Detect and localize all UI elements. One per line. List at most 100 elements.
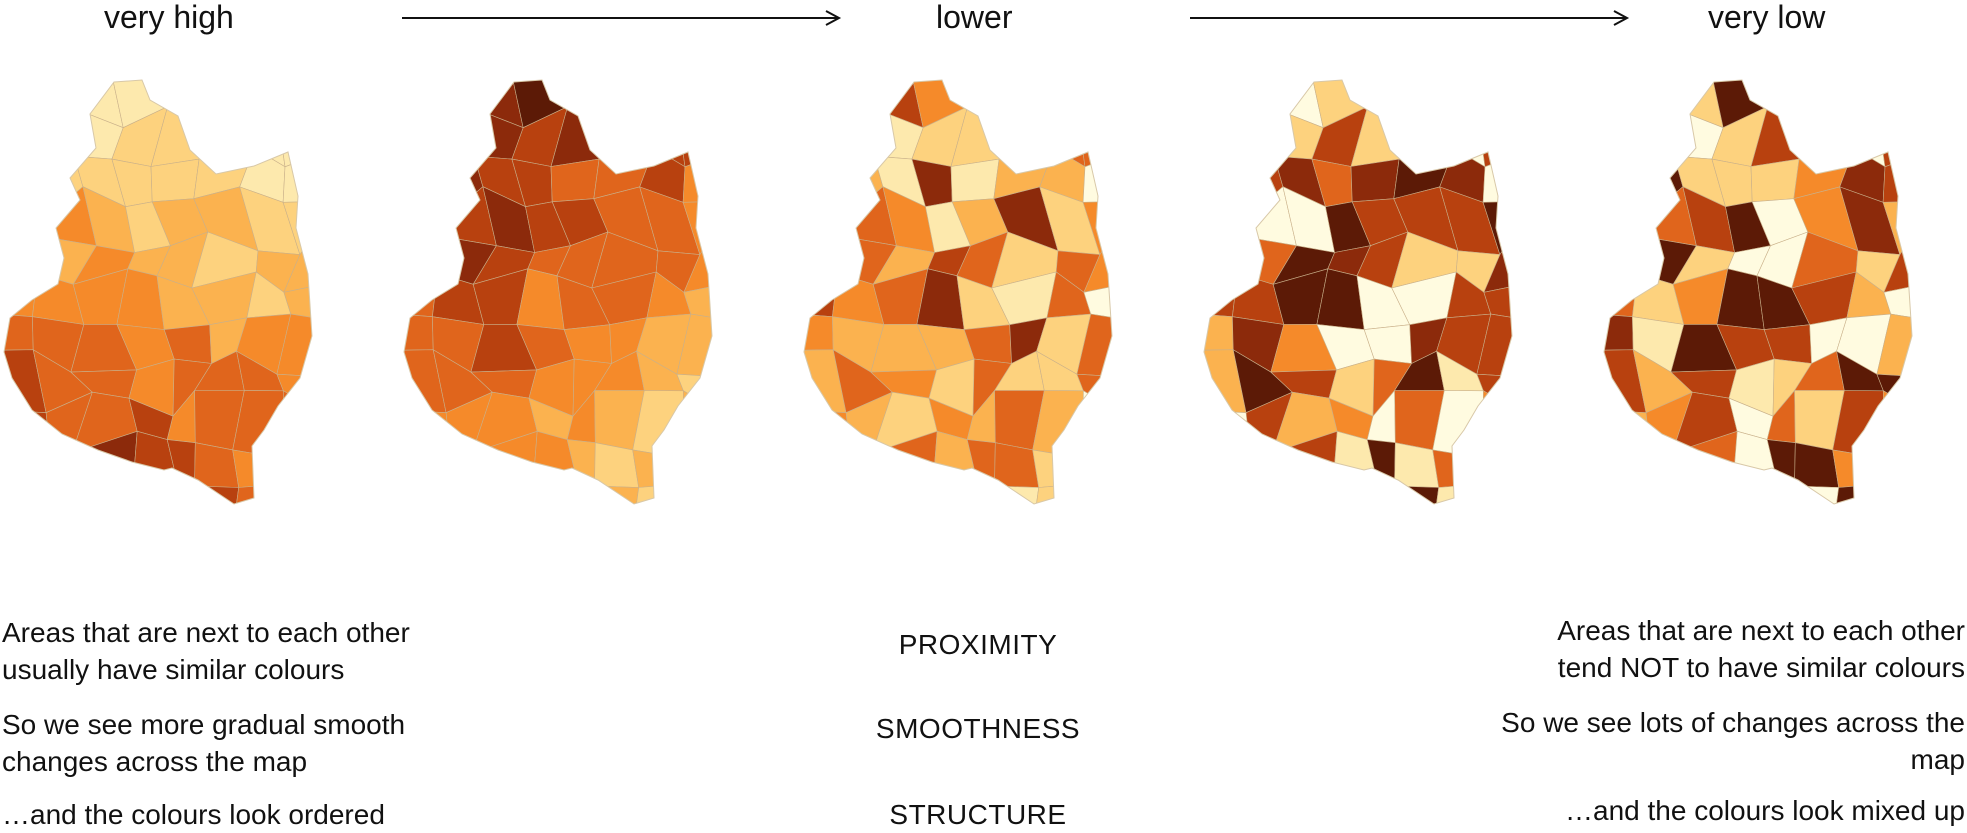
map-region [1476, 313, 1512, 379]
map-region [1514, 156, 1568, 210]
map-region [1083, 284, 1112, 321]
map-region [33, 105, 76, 157]
map-region [1519, 449, 1568, 500]
left-text-1: Areas that are next to each other usuall… [2, 617, 410, 685]
map-region [1116, 499, 1168, 529]
map-region [319, 78, 368, 121]
map-very-low [1602, 78, 1967, 568]
map-region [804, 105, 850, 167]
map-region [550, 158, 600, 203]
map-region [449, 150, 484, 211]
map-region [1076, 373, 1112, 410]
map-region [1641, 522, 1697, 568]
map-region [1118, 228, 1168, 285]
map-region [40, 497, 98, 504]
map-region [1604, 314, 1634, 351]
map-region [1477, 116, 1512, 168]
map-region [1073, 520, 1116, 568]
map-region [1431, 80, 1479, 118]
map-region [1516, 499, 1568, 529]
map-region [1330, 526, 1377, 568]
map-region [1798, 113, 1855, 160]
map-region [804, 208, 857, 241]
map-region [276, 373, 312, 410]
map-region [804, 456, 856, 499]
map-region [1114, 116, 1168, 172]
map-region [1913, 362, 1967, 409]
map-region [1119, 78, 1168, 121]
map-region [1650, 452, 1693, 499]
map-region [1291, 478, 1334, 504]
map-region [1913, 520, 1967, 568]
map-region [197, 80, 255, 133]
map-region [850, 452, 893, 499]
map-region [1914, 116, 1967, 172]
map-lower [802, 78, 1168, 568]
map-region [1482, 155, 1512, 203]
map-region [1081, 448, 1112, 500]
map-region [50, 452, 93, 499]
arrow-right-1 [402, 10, 842, 26]
map-region [4, 80, 35, 133]
map-region [491, 478, 534, 504]
map-region [282, 155, 312, 203]
map-region [732, 316, 768, 378]
map-region [950, 158, 1000, 203]
map-region [840, 497, 898, 504]
map-region [232, 482, 301, 504]
map-region [1604, 456, 1656, 499]
map-region [1919, 449, 1967, 500]
map-region [683, 284, 712, 321]
map-region [404, 208, 457, 241]
map-region [560, 485, 595, 504]
map-region [992, 485, 1040, 504]
map-region [1329, 478, 1379, 504]
map-region [404, 150, 457, 211]
map-region [281, 448, 312, 500]
map-region [804, 236, 845, 276]
map-region [4, 150, 57, 211]
map-region [479, 526, 530, 568]
map-region [1279, 526, 1330, 568]
map-region [198, 113, 255, 160]
map-region [1918, 201, 1967, 234]
map-region [673, 520, 716, 568]
map-region [1730, 526, 1777, 568]
map-region [1604, 80, 1635, 133]
map-region [682, 390, 712, 459]
map-region [1432, 449, 1501, 488]
map-region [1392, 485, 1440, 504]
map-region [713, 520, 768, 568]
map-region [441, 522, 497, 568]
map-region [1031, 80, 1079, 118]
map-region [49, 150, 84, 211]
map-region [1532, 316, 1568, 378]
map-region [1119, 449, 1168, 500]
left-text-2: So we see more gradual smooth changes ac… [2, 709, 406, 777]
map-region [631, 80, 679, 118]
map-region [681, 448, 712, 500]
map-region [428, 80, 490, 110]
map-region [332, 316, 368, 378]
map-outline [803, 79, 1113, 505]
map-region [404, 456, 456, 499]
map-region [316, 499, 368, 529]
map-region [677, 116, 712, 168]
map-region [891, 478, 934, 504]
map-region [1473, 520, 1516, 568]
right-text-2: So we see lots of changes across the map [1501, 707, 1965, 775]
map-region [1649, 150, 1684, 211]
map-region [713, 395, 768, 457]
map-region [682, 155, 712, 203]
map-region [997, 80, 1055, 133]
map-region [1433, 529, 1500, 568]
map-region [841, 522, 897, 568]
map-region [961, 523, 1009, 568]
map-region [1204, 80, 1235, 133]
map-region [713, 362, 768, 409]
map-region [1077, 116, 1112, 168]
map-region [1053, 113, 1086, 168]
map-region [1883, 284, 1912, 321]
map-region [4, 236, 45, 276]
map-region [283, 284, 312, 321]
